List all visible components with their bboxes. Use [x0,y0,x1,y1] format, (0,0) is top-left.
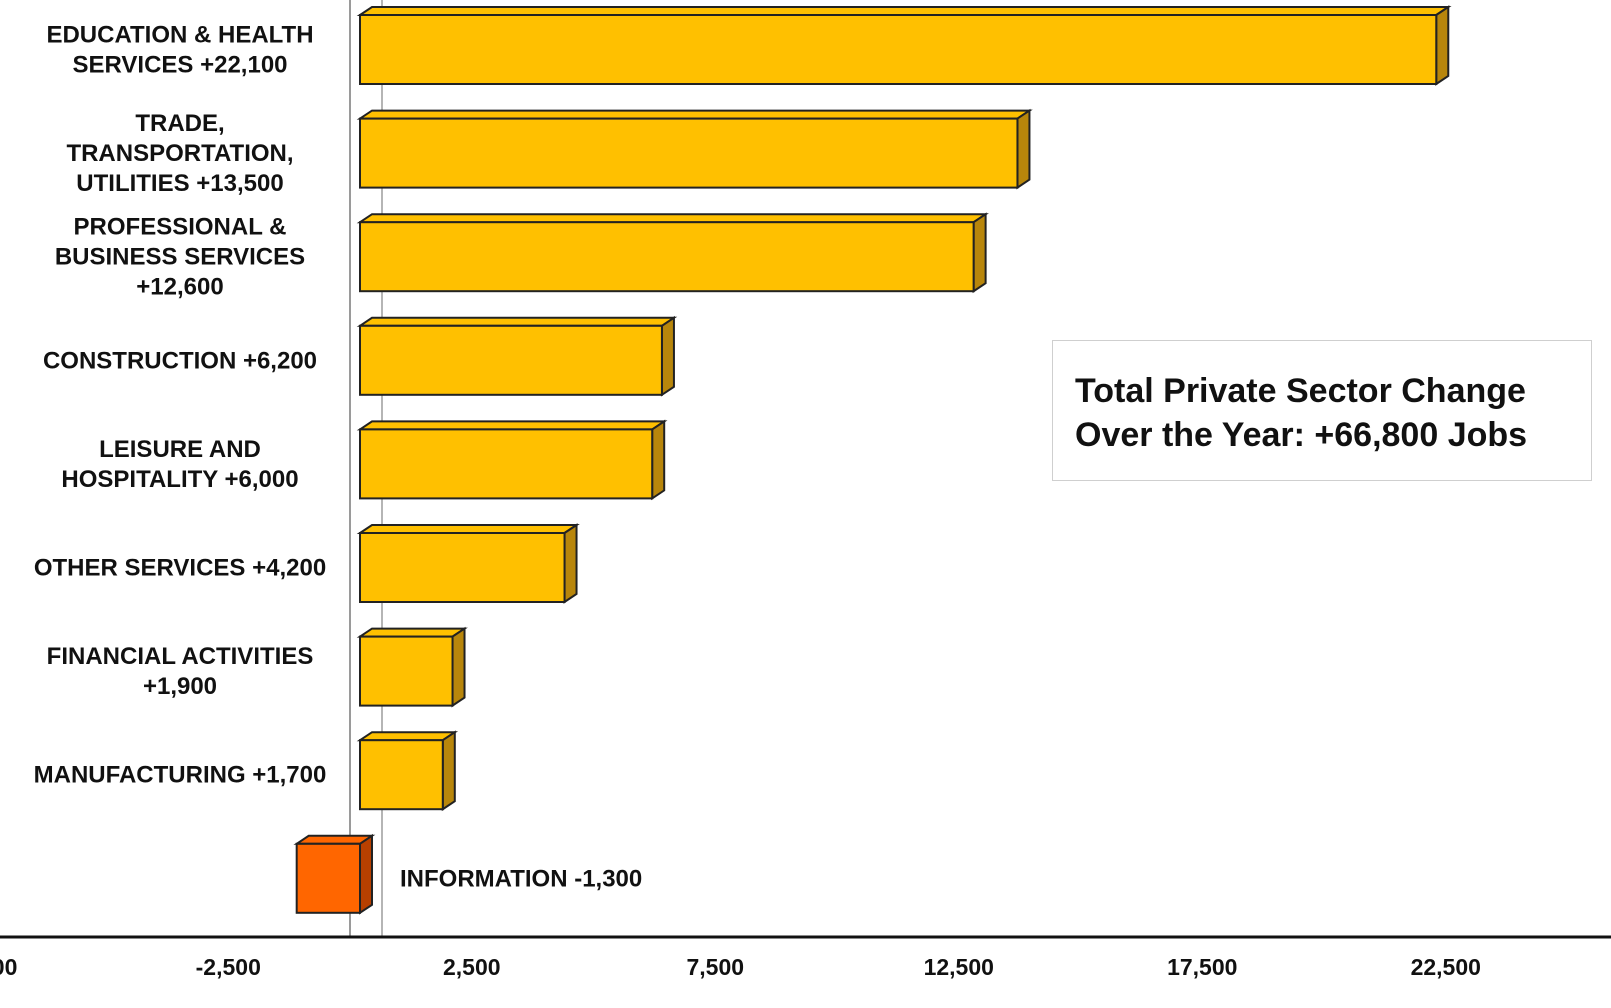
category-label-line: OTHER SERVICES +4,200 [34,555,326,582]
bar-side-face [972,212,987,294]
bar-0 [356,5,1452,86]
category-label-line: TRANSPORTATION, [66,140,293,167]
bar-4 [356,419,668,501]
bar-top-face [356,731,459,742]
x-tick-label: -2,500 [196,954,261,980]
x-tick-label: 2,500 [443,954,501,980]
x-tick-labels-group: -7,500 -2,500 2,500 7,500 12,500 17,500 22,500 [0,954,1481,980]
category-label-6: FINANCIAL ACTIVITIES +1,900 [47,643,314,700]
bar-1 [356,108,1033,190]
bar-side-face [1016,108,1031,190]
bar-side-face [359,833,373,915]
bar-side-face [1435,5,1450,86]
bar-side-face [651,419,666,501]
bar-side-face [451,626,466,708]
bar-front-face [295,842,362,914]
bar-front-face [359,428,654,500]
category-label-8: INFORMATION -1,300 [400,865,642,892]
x-tick-label: -7,500 [0,954,17,980]
annotation-line-1: Total Private Sector Change [1075,372,1526,410]
annotation-box: Total Private Sector Change Over the Yea… [1052,340,1592,481]
bar-top-face [356,6,1452,16]
bars-group [293,0,1452,937]
category-label-line: CONSTRUCTION +6,200 [43,347,317,374]
bar-top-face [356,627,468,638]
category-label-line: LEISURE AND [99,436,261,463]
bar-front-face [359,117,1019,189]
category-label-5: OTHER SERVICES +4,200 [34,555,326,582]
bar-2 [356,212,989,294]
bar-side-face [660,315,675,397]
bar-7 [356,730,459,812]
category-label-line: UTILITIES +13,500 [76,170,283,197]
bar-side-face [441,730,456,812]
bar-front-face [359,221,975,293]
bar-3 [356,315,678,397]
bar-top-face [356,316,678,327]
category-label-line: FINANCIAL ACTIVITIES [47,643,314,670]
bar-top-face [356,213,989,224]
category-label-line: HOSPITALITY +6,000 [61,466,298,493]
category-label-1: TRADE, TRANSPORTATION, UTILITIES +13,500 [66,110,293,197]
category-labels-group: EDUCATION & HEALTH SERVICES +22,100 TRADE,… [34,22,643,893]
bar-front-face [359,739,444,811]
bar-top-face [356,420,668,431]
bar-side-face [563,523,578,604]
category-label-line: +12,600 [136,274,223,301]
category-label-line: BUSINESS SERVICES [55,244,305,271]
category-label-line: +1,900 [143,673,217,700]
bar-front-face [359,324,663,396]
bar-6 [356,626,468,708]
category-label-line: TRADE, [135,110,224,137]
category-label-2: PROFESSIONAL & BUSINESS SERVICES +12,600 [55,214,305,301]
category-label-line: SERVICES +22,100 [72,52,287,79]
bar-front-face [359,14,1438,85]
bar-front-face [359,532,566,603]
x-tick-label: 17,500 [1167,954,1237,980]
category-label-7: MANUFACTURING +1,700 [34,762,327,789]
x-tick-label: 7,500 [686,954,744,980]
category-label-4: LEISURE AND HOSPITALITY +6,000 [61,436,298,493]
category-label-0: EDUCATION & HEALTH SERVICES +22,100 [46,22,313,79]
x-tick-label: 12,500 [924,954,994,980]
category-label-line: EDUCATION & HEALTH [46,22,313,49]
category-label-line: MANUFACTURING +1,700 [34,762,327,789]
bar-8 [293,833,376,915]
annotation-line-2: Over the Year: +66,800 Jobs [1075,416,1528,454]
bar-top-face [356,524,580,534]
category-label-line: PROFESSIONAL & [74,214,287,241]
bar-top-face [356,109,1033,120]
bar-front-face [359,635,454,707]
x-tick-label: 22,500 [1411,954,1481,980]
bar-5 [356,523,580,604]
category-label-3: CONSTRUCTION +6,200 [43,347,317,374]
